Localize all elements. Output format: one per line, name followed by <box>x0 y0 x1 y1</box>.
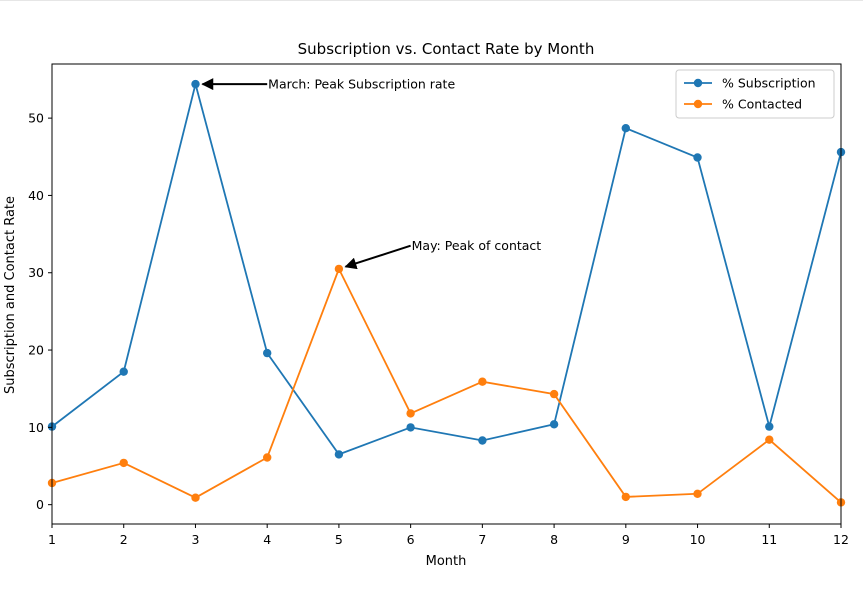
annotation-arrow-2 <box>344 244 411 270</box>
series-line-2 <box>51 266 842 504</box>
x-tick-label: 6 <box>407 532 415 547</box>
series-1-point-6 <box>406 423 415 432</box>
x-tick-label: 1 <box>48 532 56 547</box>
plot-frame <box>51 63 842 525</box>
y-axis: 0 10 20 30 40 50 <box>28 111 52 512</box>
annotation-label-2: May: Peak of contact <box>412 238 542 253</box>
x-tick-label: 2 <box>120 532 128 547</box>
series-1-point-3 <box>191 79 200 89</box>
legend-marker-2 <box>693 99 703 109</box>
legend-label-2: % Contacted <box>722 97 802 112</box>
y-tick-label: 20 <box>28 343 44 358</box>
y-tick-label: 50 <box>28 111 44 126</box>
chart-title: Subscription vs. Contact Rate by Month <box>298 40 595 58</box>
legend-marker-1 <box>693 78 703 88</box>
series-2-point-4 <box>263 453 272 462</box>
series-2-point-11 <box>765 435 774 444</box>
legend-box <box>675 69 835 119</box>
series-line-1 <box>51 83 842 456</box>
x-axis-label: Month <box>426 554 467 569</box>
series-2-point-5 <box>334 264 344 274</box>
series-1-point-2 <box>119 367 128 376</box>
y-axis-label: Subscription and Contact Rate <box>3 196 18 394</box>
x-tick-label: 5 <box>335 532 343 547</box>
series-2-point-3 <box>191 493 200 502</box>
x-tick-label: 12 <box>833 532 849 547</box>
series-2-point-7 <box>478 377 487 386</box>
series-1-point-8 <box>549 420 559 429</box>
series-2-point-6 <box>406 409 415 418</box>
series-1-point-7 <box>478 436 487 445</box>
x-axis: 1 2 3 4 5 6 7 8 9 10 11 12 <box>48 524 849 547</box>
series-1-point-4 <box>263 348 272 358</box>
top-divider <box>0 0 863 1</box>
x-tick-label: 7 <box>478 532 486 547</box>
series-1-point-10 <box>693 153 702 162</box>
x-tick-label: 4 <box>263 532 271 547</box>
series-1-point-11 <box>765 422 774 431</box>
series-2-point-8 <box>549 389 559 399</box>
x-tick-label: 9 <box>622 532 630 547</box>
series-1-point-5 <box>334 450 344 459</box>
y-tick-label: 40 <box>28 188 44 203</box>
y-tick-label: 0 <box>36 497 44 512</box>
legend-label-1: % Subscription <box>722 76 816 91</box>
y-tick-label: 30 <box>28 265 44 280</box>
plot-area <box>47 63 846 525</box>
x-tick-label: 8 <box>550 532 558 547</box>
x-tick-label: 10 <box>690 532 706 547</box>
series-1-point-9 <box>621 124 630 133</box>
x-tick-label: 3 <box>191 532 199 547</box>
series-2-point-9 <box>621 492 630 502</box>
annotation-label-1: March: Peak Subscription rate <box>268 77 455 92</box>
legend: % Subscription % Contacted <box>675 69 835 119</box>
annotations: March: Peak Subscription rate May: Peak o… <box>201 77 542 270</box>
x-tick-label: 11 <box>761 532 777 547</box>
series-2-point-2 <box>119 458 128 468</box>
series-2-point-10 <box>693 489 702 498</box>
y-tick-label: 10 <box>28 420 44 435</box>
